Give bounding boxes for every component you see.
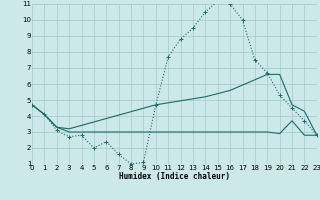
- X-axis label: Humidex (Indice chaleur): Humidex (Indice chaleur): [119, 172, 230, 181]
